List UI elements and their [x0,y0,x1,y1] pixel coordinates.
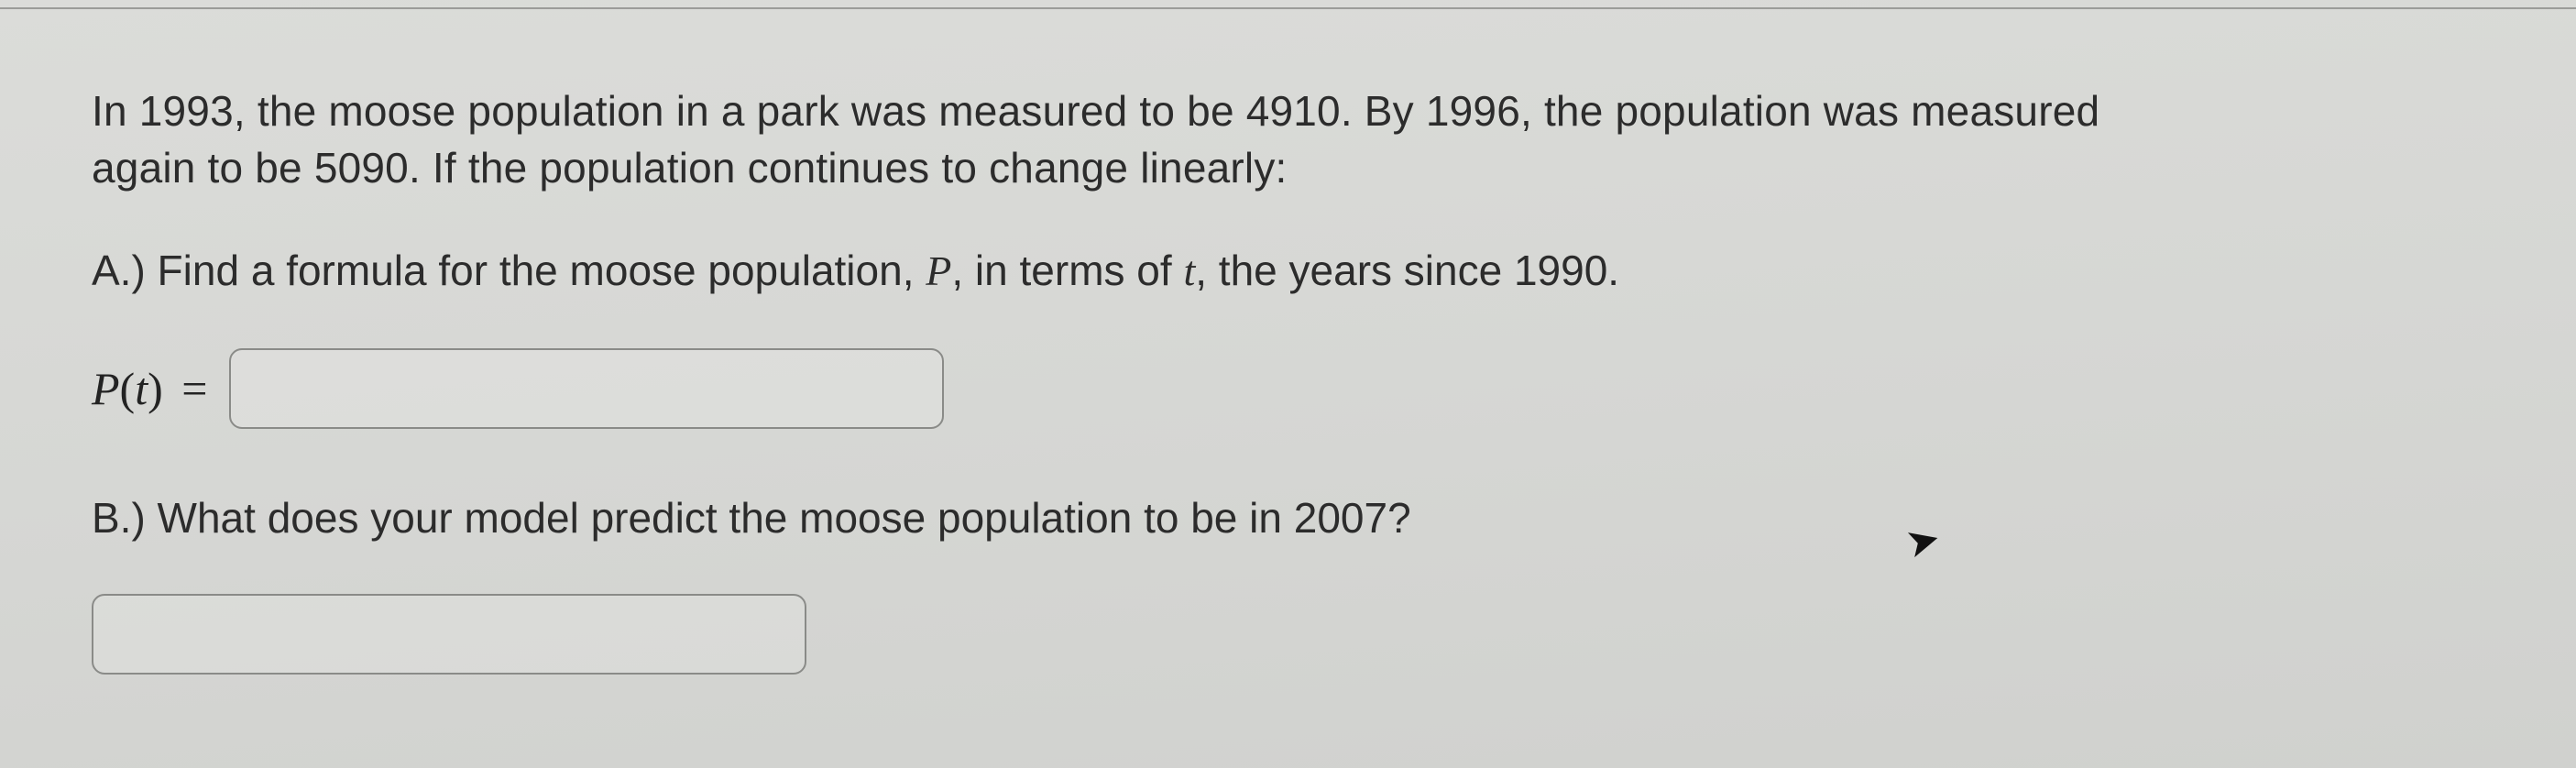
part-a-suffix: , the years since 1990. [1195,247,1619,294]
pt-equals-label: P(t) = [92,362,207,415]
part-b-prompt: B.) What does your model predict the moo… [92,493,2484,543]
part-a-input[interactable] [229,348,944,429]
problem-intro: In 1993, the moose population in a park … [92,82,2199,196]
lhs-open-paren: ( [120,363,136,414]
lhs-close-paren: ) [148,363,163,414]
lhs-t: t [135,363,148,414]
var-P: P [926,247,951,294]
part-a-mid: , in terms of [951,247,1183,294]
var-t: t [1183,247,1195,294]
top-divider [0,7,2576,9]
part-a-prefix: A.) Find a formula for the moose populat… [92,247,926,294]
part-a-prompt: A.) Find a formula for the moose populat… [92,246,2484,295]
equals-sign: = [170,363,208,414]
part-b-input[interactable] [92,594,806,675]
question-body: In 1993, the moose population in a park … [92,82,2484,675]
part-a-answer-row: P(t) = [92,348,2484,429]
lhs-P: P [92,363,120,414]
